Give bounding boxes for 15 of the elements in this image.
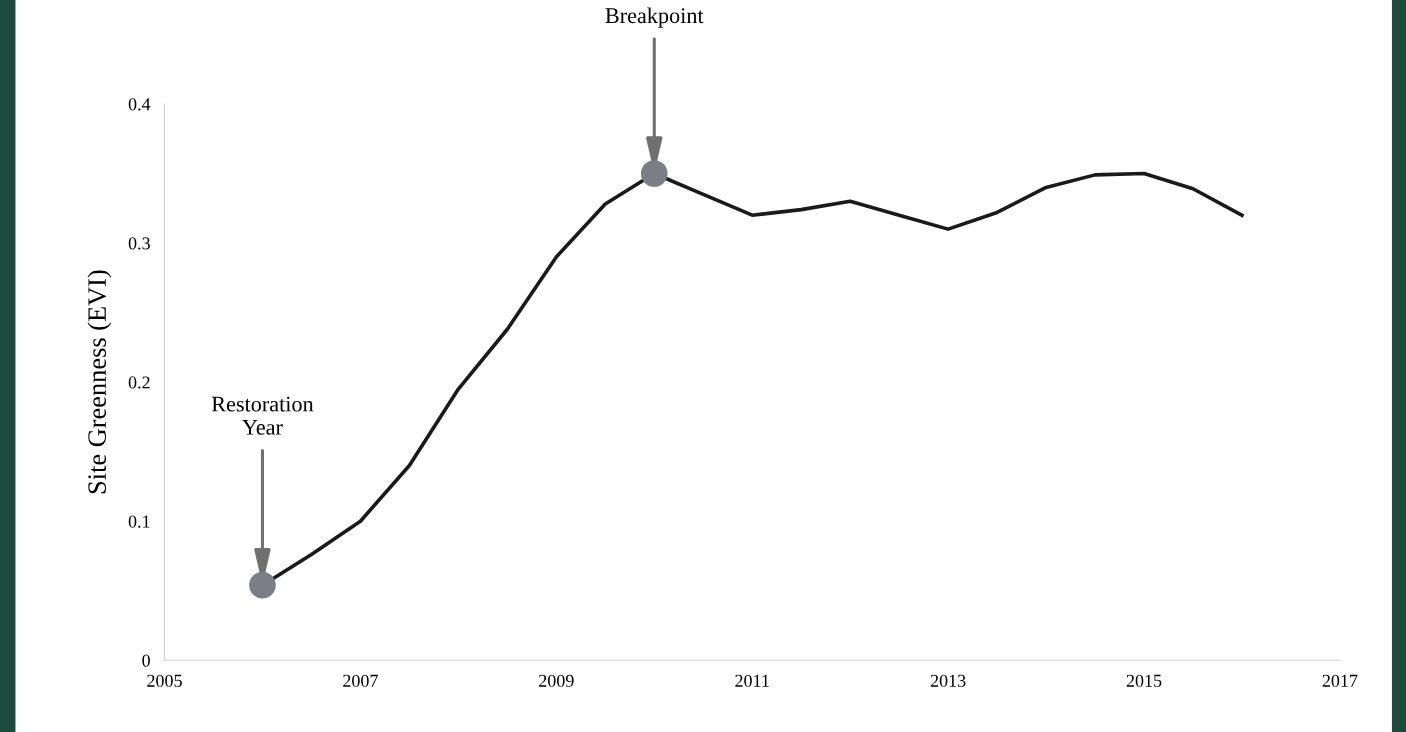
- x-tick-label: 2011: [735, 674, 769, 687]
- x-tick-label: 2007: [343, 674, 378, 687]
- x-tick-label: 2015: [1126, 674, 1162, 687]
- y-tick-label: 0: [142, 654, 150, 667]
- x-tick-label: 2009: [539, 674, 574, 687]
- y-tick-label: 0.1: [128, 515, 150, 528]
- y-tick-label: 0.2: [128, 376, 150, 389]
- x-tick-label: 2017: [1322, 674, 1358, 687]
- x-tick-label: 2005: [147, 674, 182, 687]
- annotation: Breakpoint: [605, 7, 704, 28]
- y-tick-label: 0.3: [128, 237, 150, 250]
- y-tick-label: 0.4: [128, 98, 151, 111]
- y-axis-title: Site Greenness (EVI): [87, 270, 112, 494]
- x-tick-label: 2013: [930, 674, 966, 687]
- annotation: Restoration Year: [211, 396, 314, 435]
